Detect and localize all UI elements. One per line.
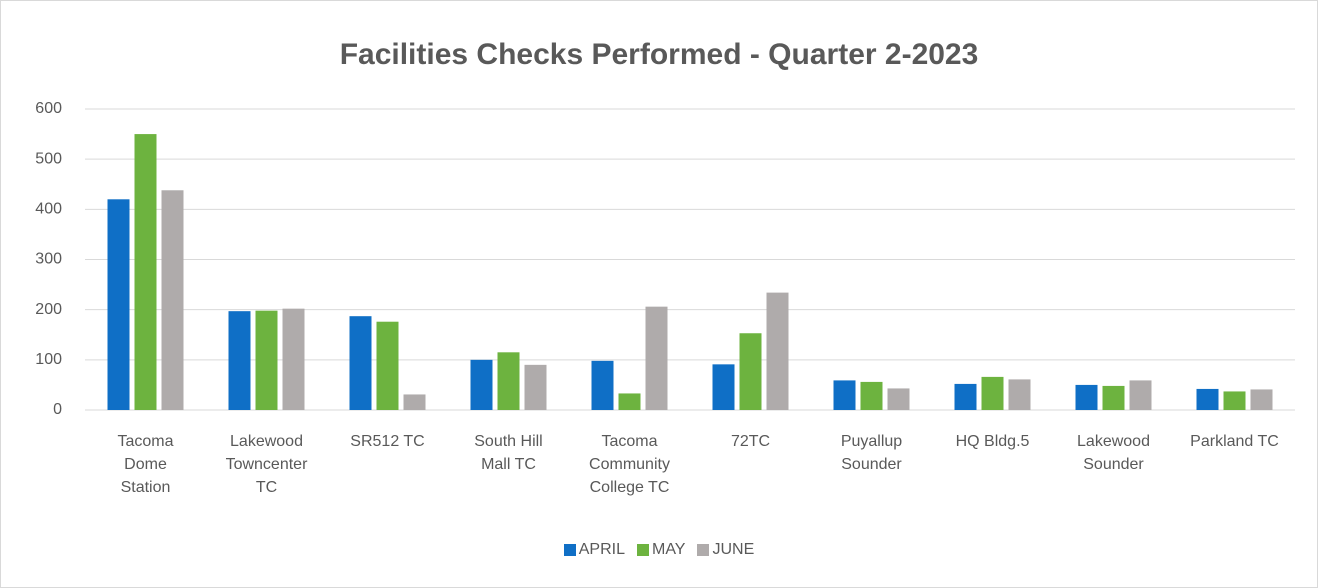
bar [766,292,789,410]
x-tick-label: Lakewood Towncenter TC [225,433,308,496]
bar [645,306,668,410]
legend-item: MAY [636,541,686,559]
legend-item: APRIL [563,541,625,559]
y-tick-label: 300 [35,251,62,268]
x-tick-label: Puyallup Sounder [840,433,903,473]
bar [712,364,735,410]
bar [1250,389,1273,410]
bar [228,311,251,410]
legend-label: APRIL [578,541,625,558]
bar [255,310,278,410]
legend-item: JUNE [697,541,754,559]
bar [497,352,520,410]
x-tick-label: Tacoma Dome Station [117,433,174,496]
bar [833,380,856,410]
bar [1075,384,1098,410]
bar [591,360,614,410]
bar [1196,388,1219,410]
x-tick-label: Parkland TC [1190,433,1279,450]
legend-label: MAY [651,541,686,558]
legend-swatch [636,544,649,556]
bar [1102,385,1125,410]
y-tick-label: 400 [35,201,62,218]
bar [524,364,547,410]
legend: APRIL MAY JUNE [0,541,1318,559]
bar [981,376,1004,410]
y-tick-label: 200 [35,301,62,318]
bar [954,383,977,410]
x-tick-label: SR512 TC [350,433,425,450]
y-tick-label: 100 [35,351,62,368]
bar [161,190,184,410]
bar [349,316,372,410]
y-tick-label: 500 [35,150,62,167]
bar [887,388,910,410]
bar [860,381,883,410]
x-tick-label: South Hill Mall TC [474,433,543,473]
x-tick-label: Lakewood Sounder [1077,433,1150,473]
bar [376,321,399,410]
x-tick-label: HQ Bldg.5 [955,433,1030,450]
x-tick-label: 72TC [730,433,771,450]
bar [1129,380,1152,410]
legend-label: JUNE [712,541,755,558]
x-tick-label: Tacoma Community College TC [589,433,670,496]
bar [282,308,305,410]
legend-swatch [697,544,710,556]
chart-title: Facilities Checks Performed - Quarter 2-… [340,38,979,71]
bar [134,134,157,411]
bar [107,199,130,410]
bar [1008,379,1031,410]
bar [739,333,762,410]
bar [1223,391,1246,410]
y-tick-label: 0 [53,401,62,418]
bar [618,393,641,410]
bar [403,394,426,410]
bar [470,359,493,410]
y-tick-label: 600 [35,100,62,117]
legend-swatch [563,544,576,556]
